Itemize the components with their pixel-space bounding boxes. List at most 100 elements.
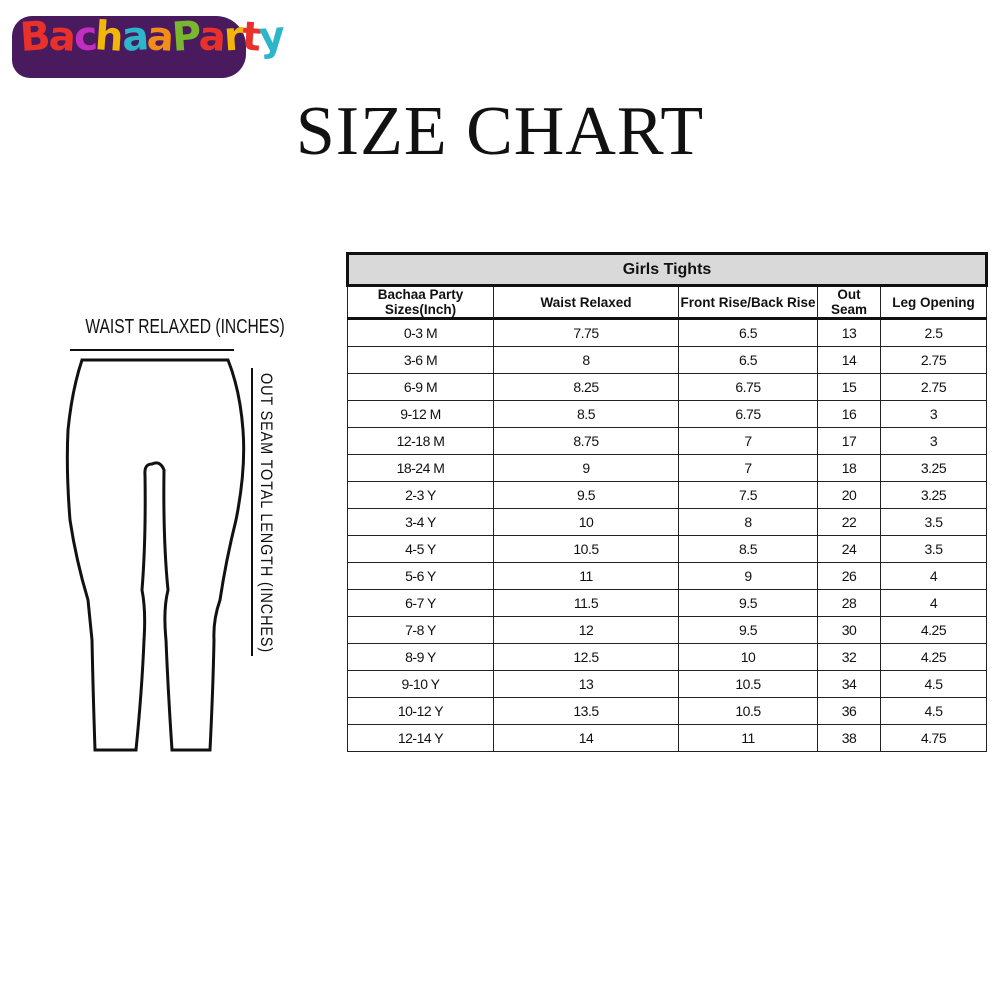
page-title: SIZE CHART xyxy=(295,93,705,170)
table-cell: 10-12 Y xyxy=(347,697,494,725)
table-cell: 7 xyxy=(678,454,818,482)
table-cell: 16 xyxy=(817,400,881,428)
table-cell: 36 xyxy=(817,697,881,725)
logo-background xyxy=(12,16,246,78)
table-cell: 2.5 xyxy=(880,318,987,347)
table-cell: 18-24 M xyxy=(347,454,494,482)
table-row: 9-10 Y 13 10.5 34 4.5 xyxy=(347,670,987,698)
table-cell: 38 xyxy=(817,724,881,752)
column-header: Bachaa Party Sizes(Inch) xyxy=(347,285,494,320)
table-row: 3-6 M 8 6.5 14 2.75 xyxy=(347,346,987,374)
table-row: 2-3 Y 9.5 7.5 20 3.25 xyxy=(347,481,987,509)
table-cell: 11 xyxy=(493,562,679,590)
table-cell: 13 xyxy=(817,318,881,347)
table-cell: 11 xyxy=(678,724,818,752)
table-row: 10-12 Y 13.5 10.5 36 4.5 xyxy=(347,697,987,725)
table-cell: 18 xyxy=(817,454,881,482)
table-cell: 11.5 xyxy=(493,589,679,617)
table-cell: 7.75 xyxy=(493,318,679,347)
table-cell: 26 xyxy=(817,562,881,590)
table-cell: 13 xyxy=(493,670,679,698)
table-cell: 10 xyxy=(678,643,818,671)
table-cell: 3.25 xyxy=(880,454,987,482)
outseam-measure-line xyxy=(251,368,253,656)
table-cell: 7.5 xyxy=(678,481,818,509)
table-cell: 6.75 xyxy=(678,400,818,428)
table-cell: 8.75 xyxy=(493,427,679,455)
table-row: 7-8 Y 12 9.5 30 4.25 xyxy=(347,616,987,644)
table-cell: 32 xyxy=(817,643,881,671)
table-cell: 10.5 xyxy=(678,670,818,698)
table-cell: 12 xyxy=(493,616,679,644)
table-cell: 14 xyxy=(817,346,881,374)
table-cell: 20 xyxy=(817,481,881,509)
waist-measure-line xyxy=(70,349,234,351)
column-header: Out Seam xyxy=(817,285,881,320)
table-cell: 2-3 Y xyxy=(347,481,494,509)
table-header-row: Bachaa Party Sizes(Inch) Waist Relaxed Fro… xyxy=(347,285,987,320)
table-cell: 8.25 xyxy=(493,373,679,401)
table-cell: 9 xyxy=(493,454,679,482)
column-header: Front Rise/Back Rise xyxy=(678,285,818,320)
table-cell: 15 xyxy=(817,373,881,401)
table-cell: 12-14 Y xyxy=(347,724,494,752)
table-cell: 3 xyxy=(880,400,987,428)
table-cell: 6.5 xyxy=(678,346,818,374)
table-cell: 10.5 xyxy=(678,697,818,725)
table-cell: 6-7 Y xyxy=(347,589,494,617)
table-cell: 7-8 Y xyxy=(347,616,494,644)
table-cell: 9.5 xyxy=(493,481,679,509)
table-row: 0-3 M 7.75 6.5 13 2.5 xyxy=(347,318,987,347)
table-cell: 17 xyxy=(817,427,881,455)
table-cell: 4.5 xyxy=(880,697,987,725)
table-cell: 4.25 xyxy=(880,616,987,644)
size-chart-table: Girls Tights Bachaa Party Sizes(Inch) Wai… xyxy=(346,252,988,752)
table-cell: 0-3 M xyxy=(347,318,494,347)
table-cell: 6-9 M xyxy=(347,373,494,401)
table-cell: 2.75 xyxy=(880,373,987,401)
table-body: 0-3 M 7.75 6.5 13 2.5 3-6 M 8 6.5 14 2.75 6-9 M 8.2… xyxy=(347,318,987,752)
table-cell: 3-4 Y xyxy=(347,508,494,536)
table-cell: 3.5 xyxy=(880,508,987,536)
table-cell: 7 xyxy=(678,427,818,455)
column-header: Waist Relaxed xyxy=(493,285,679,320)
table-row: 12-14 Y 14 11 38 4.75 xyxy=(347,724,987,752)
table-cell: 8 xyxy=(493,346,679,374)
table-cell: 3 xyxy=(880,427,987,455)
table-cell: 3-6 M xyxy=(347,346,494,374)
table-cell: 4.25 xyxy=(880,643,987,671)
table-cell: 6.75 xyxy=(678,373,818,401)
table-cell: 14 xyxy=(493,724,679,752)
table-cell: 2.75 xyxy=(880,346,987,374)
table-cell: 13.5 xyxy=(493,697,679,725)
table-cell: 28 xyxy=(817,589,881,617)
leggings-outline xyxy=(65,358,246,752)
table-cell: 9-10 Y xyxy=(347,670,494,698)
table-row: 5-6 Y 11 9 26 4 xyxy=(347,562,987,590)
table-row: 12-18 M 8.75 7 17 3 xyxy=(347,427,987,455)
table-cell: 8 xyxy=(678,508,818,536)
table-row: 8-9 Y 12.5 10 32 4.25 xyxy=(347,643,987,671)
table-cell: 4.5 xyxy=(880,670,987,698)
table-cell: 30 xyxy=(817,616,881,644)
table-cell: 10.5 xyxy=(493,535,679,563)
table-cell: 12-18 M xyxy=(347,427,494,455)
table-cell: 4-5 Y xyxy=(347,535,494,563)
table-cell: 4 xyxy=(880,562,987,590)
table-row: 3-4 Y 10 8 22 3.5 xyxy=(347,508,987,536)
table-cell: 34 xyxy=(817,670,881,698)
table-cell: 9-12 M xyxy=(347,400,494,428)
table-row: 4-5 Y 10.5 8.5 24 3.5 xyxy=(347,535,987,563)
table-cell: 9.5 xyxy=(678,616,818,644)
table-cell: 5-6 Y xyxy=(347,562,494,590)
table-cell: 9 xyxy=(678,562,818,590)
table-cell: 9.5 xyxy=(678,589,818,617)
table-cell: 10 xyxy=(493,508,679,536)
table-cell: 24 xyxy=(817,535,881,563)
table-cell: 8.5 xyxy=(678,535,818,563)
table-cell: 8.5 xyxy=(493,400,679,428)
table-row: 6-7 Y 11.5 9.5 28 4 xyxy=(347,589,987,617)
table-cell: 12.5 xyxy=(493,643,679,671)
table-row: 9-12 M 8.5 6.75 16 3 xyxy=(347,400,987,428)
